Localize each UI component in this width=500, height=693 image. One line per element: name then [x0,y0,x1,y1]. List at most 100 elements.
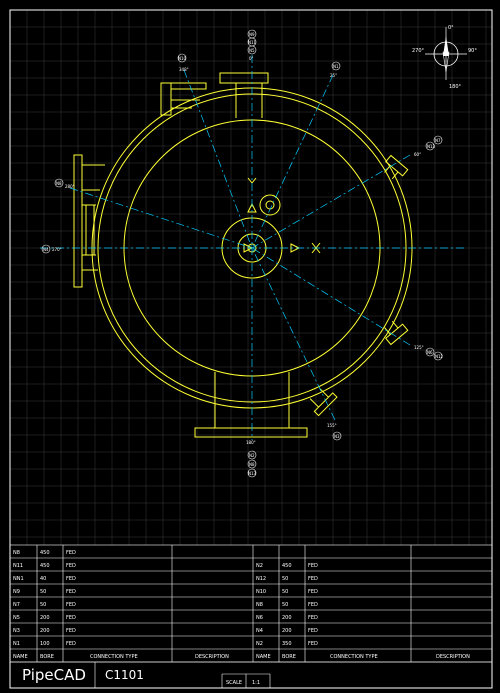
tag-right-lower-group: N6 N12 125° [414,345,444,361]
right-upper-nozzle [384,154,409,180]
tag-n1: N1 [333,64,339,69]
tag-n1-angle: 25° [330,73,337,78]
tag-n13: N13 [427,144,436,149]
tag-bottom-angle: 180° [246,440,256,445]
tag-n10-group: N10 348° [177,53,189,72]
table-cell-bore: 50 [40,602,46,608]
tag-n5: N5 [249,48,255,53]
table-cell-name: N4 [256,628,263,634]
table-cell-bore: 450 [40,563,50,569]
table-cell-name: N3 [13,628,20,634]
tag-n8-left-group: N8 280° [54,178,75,189]
table-cell-type: FED [66,550,76,556]
table-cell-type: FED [308,563,318,569]
table-header: DESCRIPTION [436,654,470,660]
table-cell-type: FED [308,628,318,634]
table-cell-bore: 50 [282,589,288,595]
table-cell-type: FED [308,641,318,647]
tag-n3-angle: 155° [327,423,337,428]
table-cell-name: N6 [256,615,263,621]
tag-right-upper-group: N13 N7 60° [414,135,443,157]
tag-n4: N4 [43,247,49,252]
compass-rose: 0° 90° 180° 270° [412,25,477,90]
table-cell-bore: 100 [40,641,50,647]
table-cell-type: FED [66,589,76,595]
scale-label: SCALE [226,680,242,686]
tag-n4-group: N4 270° [41,244,62,254]
table-cell-type: FED [66,602,76,608]
table-header: NAME [13,654,28,660]
nozzle-n3 [309,388,338,417]
table-cell-name: N5 [13,615,20,621]
compass-south: 180° [449,84,462,90]
table-cell-type: FED [308,615,318,621]
vessel-plan [73,72,413,438]
nozzle-tags: N9 N11 N5 0° N10 348° N1 25° N4 270° N8 … [41,29,444,478]
compass-west: 270° [412,48,425,54]
tag-n10: N10 [178,56,187,61]
table-cell-type: FED [66,576,76,582]
scale-value: 1:1 [252,680,260,686]
table-cell-name: N8 [256,602,263,608]
table-header: DESCRIPTION [195,654,229,660]
table-cell-bore: 450 [40,550,50,556]
tag-n1-group: N1 25° [330,61,341,78]
table-cell-bore: 40 [40,576,46,582]
table-cell-type: FED [66,615,76,621]
tag-n7: N7 [435,138,441,143]
table-cell-bore: 350 [282,641,292,647]
tag-right-lower-angle: 125° [414,345,424,350]
table-cell-bore: 200 [282,615,292,621]
right-lower-nozzle [384,320,409,346]
table-cell-name: N1 [13,641,20,647]
table-cell-name: N9 [13,589,20,595]
nozzle-schedule-table [9,544,493,663]
table-cell-type: FED [308,576,318,582]
background-grid [9,9,492,545]
nozzle-schedule-text: N8 450 FED N11 450 FED NN1 40 FED N9 50 FED N7 50 FED N… [13,550,470,660]
table-cell-bore: 50 [282,576,288,582]
table-header: BORE [282,654,296,660]
tag-n8-left-angle: 280° [65,184,75,189]
title-block [10,661,492,688]
tag-top-angle: 0° [249,56,254,61]
table-header: BORE [40,654,54,660]
table-cell-type: FED [66,641,76,647]
table-cell-bore: 200 [40,615,50,621]
table-cell-name: N10 [256,589,266,595]
table-cell-name: N2 [256,641,263,647]
tag-bottom-group: 180° N2 N8 N13 [246,440,257,478]
tag-n9: N9 [249,32,255,37]
bottom-nozzle [194,372,308,438]
table-cell-type: FED [66,563,76,569]
table-cell-name: N7 [13,602,20,608]
small-nozzle-ring [259,194,281,216]
drawing-number: C1101 [105,668,144,682]
table-cell-name: N11 [13,563,23,569]
table-cell-bore: 450 [282,563,292,569]
table-header: NAME [256,654,271,660]
table-cell-name: NN1 [13,576,24,582]
tag-n4-angle: 270° [52,247,62,252]
table-header: CONNECTION TYPE [90,654,138,660]
table-cell-type: FED [308,589,318,595]
tag-n8-bottom: N8 [249,462,255,467]
tag-n11: N11 [248,40,257,45]
compass-north: 0° [448,25,454,31]
table-cell-type: FED [66,628,76,634]
tag-n10-angle: 348° [179,67,189,72]
tag-n2: N2 [249,453,255,458]
tag-n3: N3 [334,434,340,439]
table-cell-name: N12 [256,576,266,582]
nozzle-centerlines [40,55,465,440]
tag-right-upper-angle: 60° [414,152,421,157]
compass-east: 90° [468,48,477,54]
table-cell-bore: 200 [282,628,292,634]
table-cell-bore: 50 [282,602,288,608]
tag-n8-left: N8 [56,181,62,186]
drawing-border [9,9,493,689]
tag-top-group: N9 N11 N5 0° [247,29,257,61]
brand-label: PipeCAD [22,666,86,684]
table-cell-bore: 50 [40,589,46,595]
